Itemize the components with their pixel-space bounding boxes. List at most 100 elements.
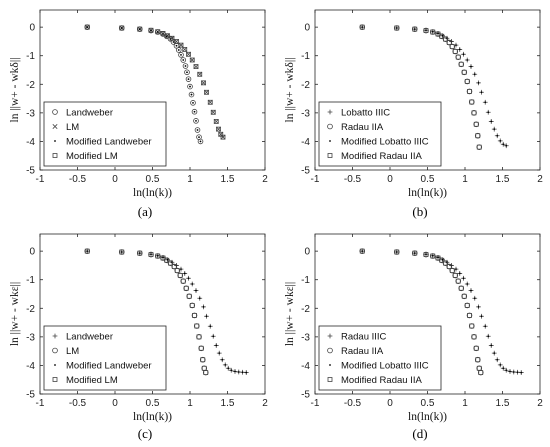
data-point: [172, 41, 175, 43]
data-point: [220, 134, 226, 140]
data-point: [505, 144, 508, 147]
legend-marker: [327, 123, 333, 130]
x-tick-label: 0: [387, 398, 393, 409]
series-modified-lm: [84, 24, 226, 140]
data-point: [487, 335, 490, 338]
data-point: [120, 251, 123, 253]
y-tick-label: -5: [301, 390, 310, 401]
data-point: [148, 252, 154, 257]
data-point: [431, 254, 434, 257]
data-point: [138, 28, 141, 31]
data-point: [189, 303, 195, 308]
chart-panel-c: -1 -0.5 0 0.5 1 1.5 2 0 -1 -2 -3 -4 -5 ln(ln(k)) ln ||…: [9, 233, 268, 441]
legend-marker: [54, 364, 56, 366]
y-axis-label: ln ||w+ - wkδ||: [9, 58, 21, 123]
data-point: [361, 26, 364, 29]
data-point: [466, 59, 469, 61]
data-point: [207, 99, 213, 105]
data-point: [182, 59, 185, 61]
data-point: [119, 25, 125, 31]
data-point: [496, 134, 499, 137]
data-point: [361, 250, 364, 253]
data-point: [155, 253, 161, 259]
x-tick-label: -1: [36, 174, 45, 185]
data-point: [499, 363, 502, 366]
data-point: [186, 293, 192, 299]
panel-caption: (c): [138, 426, 152, 441]
data-point: [201, 80, 206, 86]
data-point: [198, 345, 204, 351]
y-axis-label: ln ||w+ - wkε||: [9, 282, 21, 346]
data-point: [216, 126, 221, 132]
data-point: [462, 53, 465, 56]
data-point: [490, 344, 493, 347]
y-tick-label: -4: [301, 137, 310, 148]
data-point: [490, 120, 493, 123]
data-point: [190, 93, 193, 96]
chart-panel-b: -1 -0.5 0 0.5 1 1.5 2 0 -1 -2 -3 -4 -5 ln(ln(k)) ln ||…: [284, 9, 543, 219]
x-tick-label: 1: [187, 398, 193, 409]
data-point: [165, 33, 170, 39]
data-point: [464, 303, 470, 308]
data-point: [84, 248, 90, 254]
data-point: [148, 27, 154, 33]
y-tick-label: -2: [301, 304, 310, 315]
y-tick-label: 0: [304, 23, 310, 34]
data-point: [395, 27, 398, 29]
legend-label: Modified LM: [66, 375, 118, 386]
data-point: [201, 365, 207, 371]
data-point: [175, 47, 182, 53]
data-point: [182, 47, 188, 52]
data-point: [412, 250, 418, 256]
data-point: [198, 136, 200, 139]
data-point: [204, 89, 209, 95]
data-point: [120, 27, 123, 29]
data-point: [185, 76, 192, 82]
data-point: [425, 29, 427, 32]
data-point: [86, 250, 89, 253]
legend-label: LM: [66, 122, 79, 133]
data-point: [499, 139, 502, 142]
data-point: [425, 253, 427, 256]
x-tick-label: 1.5: [221, 398, 235, 409]
data-point: [237, 371, 240, 373]
data-point: [197, 71, 203, 77]
data-point: [209, 325, 212, 328]
data-point: [212, 335, 215, 338]
data-point: [430, 29, 436, 35]
x-tick-label: -0.5: [69, 174, 87, 185]
data-point: [221, 358, 224, 361]
data-point: [480, 91, 483, 94]
data-point: [439, 257, 445, 263]
data-point: [464, 79, 470, 84]
data-point: [215, 344, 218, 347]
y-tick-label: -2: [26, 304, 35, 315]
data-point: [493, 128, 496, 131]
series-modified-lm: [84, 248, 209, 375]
data-point: [203, 370, 209, 375]
data-point: [186, 51, 191, 57]
data-point: [473, 73, 476, 76]
data-point: [155, 29, 161, 35]
legend-marker: [327, 153, 333, 158]
data-point: [449, 44, 455, 49]
data-point: [177, 49, 180, 51]
x-tick-label: 2: [537, 398, 543, 409]
y-tick-label: -3: [301, 332, 310, 343]
data-point: [174, 39, 179, 44]
data-point: [183, 272, 186, 275]
data-point: [210, 109, 216, 115]
data-point: [168, 260, 173, 266]
data-point: [455, 54, 461, 60]
x-tick-label: -1: [311, 174, 320, 185]
data-point: [192, 313, 197, 318]
data-point: [234, 370, 236, 373]
x-tick-label: 2: [262, 398, 268, 409]
y-tick-label: -5: [26, 390, 35, 401]
data-point: [194, 323, 200, 329]
legend-marker: [52, 377, 58, 382]
data-point: [466, 283, 469, 285]
legend-label: Radau IIIC: [341, 332, 387, 343]
panel-caption: (b): [412, 204, 427, 219]
